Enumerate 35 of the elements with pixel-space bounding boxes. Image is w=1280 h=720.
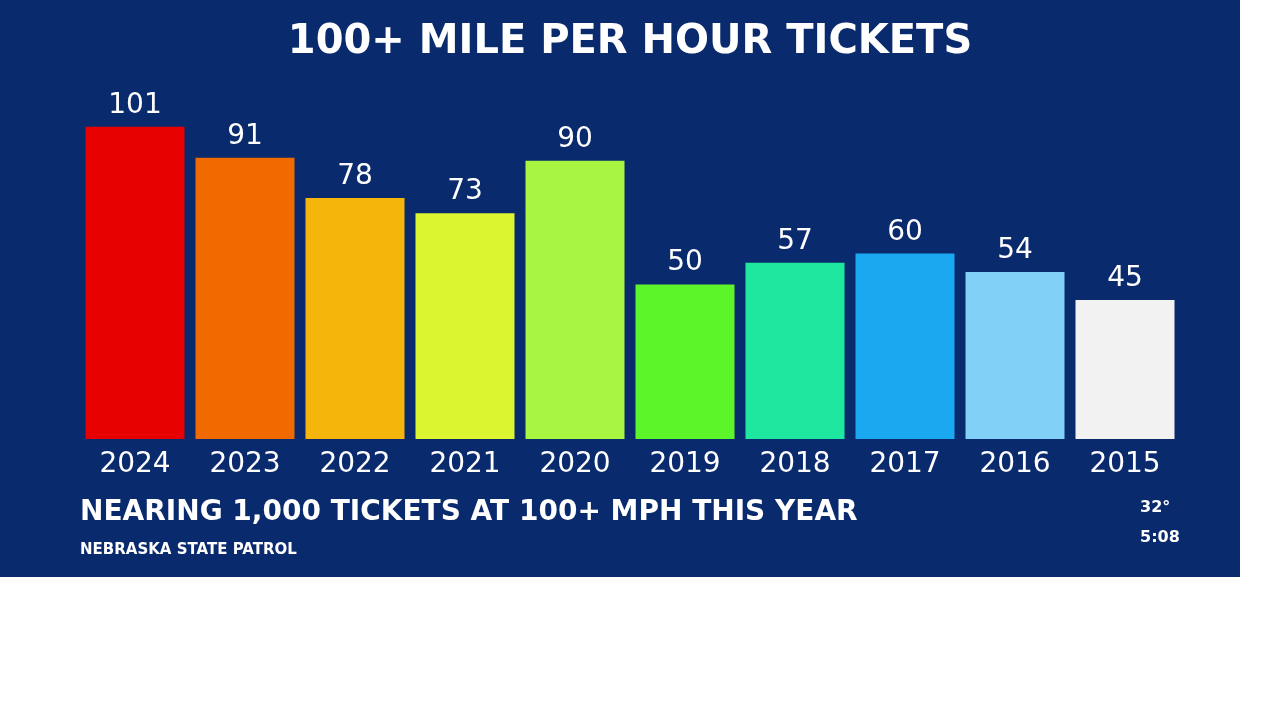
x-tick-label: 2024 <box>99 445 171 479</box>
data-label: 73 <box>447 173 483 207</box>
data-label: 91 <box>227 117 263 151</box>
data-label: 50 <box>667 244 703 278</box>
data-label: 45 <box>1107 259 1143 293</box>
x-tick-label: 2020 <box>539 445 611 479</box>
bar <box>855 253 955 439</box>
data-label: 90 <box>557 120 593 154</box>
bar <box>85 126 185 439</box>
x-tick-label: 2015 <box>1089 445 1161 479</box>
text: 5:08 <box>1140 527 1180 546</box>
text: NEARING 1,000 TICKETS AT 100+ MPH THIS YEAR <box>80 494 858 527</box>
chart-title: 100+ MILE PER HOUR TICKETS <box>287 15 973 62</box>
text: NEBRASKA STATE PATROL <box>80 540 298 558</box>
x-tick-label: 2018 <box>759 445 831 479</box>
text: 32° <box>1140 497 1171 516</box>
data-label: 54 <box>997 232 1033 266</box>
data-label: 57 <box>777 222 813 256</box>
x-tick-label: 2021 <box>429 445 501 479</box>
bar <box>745 262 845 439</box>
data-label: 78 <box>337 157 373 191</box>
x-tick-label: 2019 <box>649 445 721 479</box>
x-tick-label: 2017 <box>869 445 941 479</box>
bar <box>195 157 295 439</box>
x-tick-label: 2023 <box>209 445 281 479</box>
bar <box>525 160 625 439</box>
data-label: 101 <box>108 86 162 120</box>
data-label: 60 <box>887 213 923 247</box>
bar <box>1075 299 1175 439</box>
x-tick-label: 2022 <box>319 445 391 479</box>
bar <box>965 272 1065 439</box>
bar <box>415 213 515 439</box>
bar <box>635 284 735 439</box>
x-tick-label: 2016 <box>979 445 1051 479</box>
bar <box>305 197 405 439</box>
